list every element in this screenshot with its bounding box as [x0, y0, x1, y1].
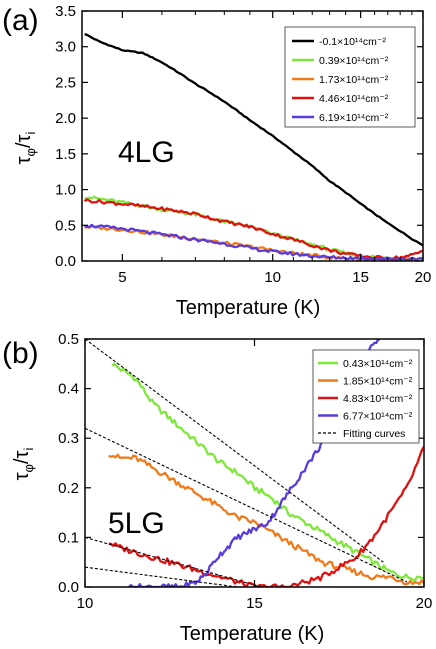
legend-label: -0.1×10¹⁴cm⁻² [319, 36, 386, 48]
panel-b-inset-label: 5LG [108, 507, 165, 540]
x-tick-label: 15 [246, 595, 263, 612]
legend-label: 6.77×10¹⁴cm⁻² [343, 411, 413, 423]
y-tick-label: 1.5 [55, 146, 76, 163]
series-3-line [108, 446, 424, 587]
panel-a-ylabel: τφ/τi [13, 132, 38, 165]
legend-entry-4: 4.46×10¹⁴cm⁻² [292, 93, 389, 105]
y-tick-label: 3.0 [55, 39, 76, 56]
legend-label: 0.39×10¹⁴cm⁻² [319, 55, 389, 67]
legend-entry-1: -0.1×10¹⁴cm⁻² [292, 36, 386, 48]
panel-b-legend-box [312, 349, 420, 444]
y-tick-label: 0.4 [58, 381, 79, 398]
y-tick-label: 1.0 [55, 182, 76, 199]
legend-label: 1.85×10¹⁴cm⁻² [343, 376, 413, 388]
series-1-line [84, 33, 423, 247]
legend-label: 4.83×10¹⁴cm⁻² [343, 393, 413, 405]
legend-label: Fitting curves [343, 428, 405, 440]
x-tick-label: 20 [416, 595, 433, 612]
panel-b-label: (b) [2, 337, 39, 370]
x-tick-label: 10 [77, 595, 94, 612]
panel-b-frame [84, 338, 425, 588]
x-tick-label: 10 [264, 269, 281, 286]
legend-label: 0.43×10¹⁴cm⁻² [343, 358, 413, 370]
series-5-line [84, 223, 423, 261]
panel-a-label: (a) [2, 4, 39, 37]
x-tick-label: 5 [118, 269, 126, 286]
legend-entry-1: 0.43×10¹⁴cm⁻² [318, 358, 413, 370]
panel-a-xlabel: Temperature (K) [176, 297, 321, 319]
panel-a: (a) 4LG Temperature (K) τφ/τi 0.0 0.5 1.0 1… [2, 3, 431, 319]
legend-entry-2: 0.39×10¹⁴cm⁻² [292, 55, 389, 67]
legend-label: 4.46×10¹⁴cm⁻² [319, 93, 389, 105]
fitting-curve-3 [85, 536, 262, 587]
series-1-line [111, 362, 424, 582]
panel-b-ylabel: τφ/τi [11, 448, 36, 481]
legend-entry-2: 1.85×10¹⁴cm⁻² [318, 376, 413, 388]
fitting-curve-4 [85, 566, 238, 587]
legend-label: 6.19×10¹⁴cm⁻² [319, 112, 389, 124]
y-tick-label: 0.5 [55, 217, 76, 234]
panel-a-frame [81, 10, 424, 262]
panel-a-ticks: 0.0 0.5 1.0 1.5 2.0 2.5 3.0 3.5 5 10 15 20 [55, 3, 431, 286]
y-tick-label: 0.5 [58, 331, 79, 348]
series-2-line [108, 453, 424, 586]
legend-entry-4: 6.77×10¹⁴cm⁻² [318, 411, 413, 423]
legend-entry-5: 6.19×10¹⁴cm⁻² [292, 112, 389, 124]
y-tick-label: 0.1 [58, 529, 79, 546]
x-tick-label: 20 [415, 269, 432, 286]
panel-a-legend-box [284, 26, 416, 128]
legend-label: 1.73×10¹⁴cm⁻² [319, 74, 389, 86]
y-tick-label: 3.5 [55, 3, 76, 20]
x-tick-label: 15 [352, 269, 369, 286]
y-tick-label: 0.2 [58, 480, 79, 497]
y-tick-label: 0.0 [58, 579, 79, 596]
panel-b-legend: 0.43×10¹⁴cm⁻² 1.85×10¹⁴cm⁻² 4.83×10¹⁴cm⁻² 6… [312, 349, 420, 444]
y-tick-label: 0.0 [55, 253, 76, 270]
panel-a-legend: -0.1×10¹⁴cm⁻² 0.39×10¹⁴cm⁻² 1.73×10¹⁴cm⁻² 4… [284, 26, 416, 128]
fitting-curve-2 [85, 427, 408, 583]
y-tick-label: 2.5 [55, 74, 76, 91]
y-tick-label: 2.0 [55, 110, 76, 127]
panel-b-xlabel: Temperature (K) [180, 623, 325, 645]
panel-a-inset-label: 4LG [118, 136, 175, 169]
panel-b: (b) 5LG Temperature (K) τφ/τi 0.0 0.1 0.2 0… [2, 331, 432, 645]
y-tick-label: 0.3 [58, 430, 79, 447]
legend-entry-3: 4.83×10¹⁴cm⁻² [318, 393, 413, 405]
fitting-curve-1 [85, 339, 384, 563]
legend-entry-3: 1.73×10¹⁴cm⁻² [292, 74, 389, 86]
legend-entry-5: Fitting curves [318, 428, 405, 440]
panel-a-series [83, 33, 423, 261]
series-4-line [83, 198, 423, 261]
